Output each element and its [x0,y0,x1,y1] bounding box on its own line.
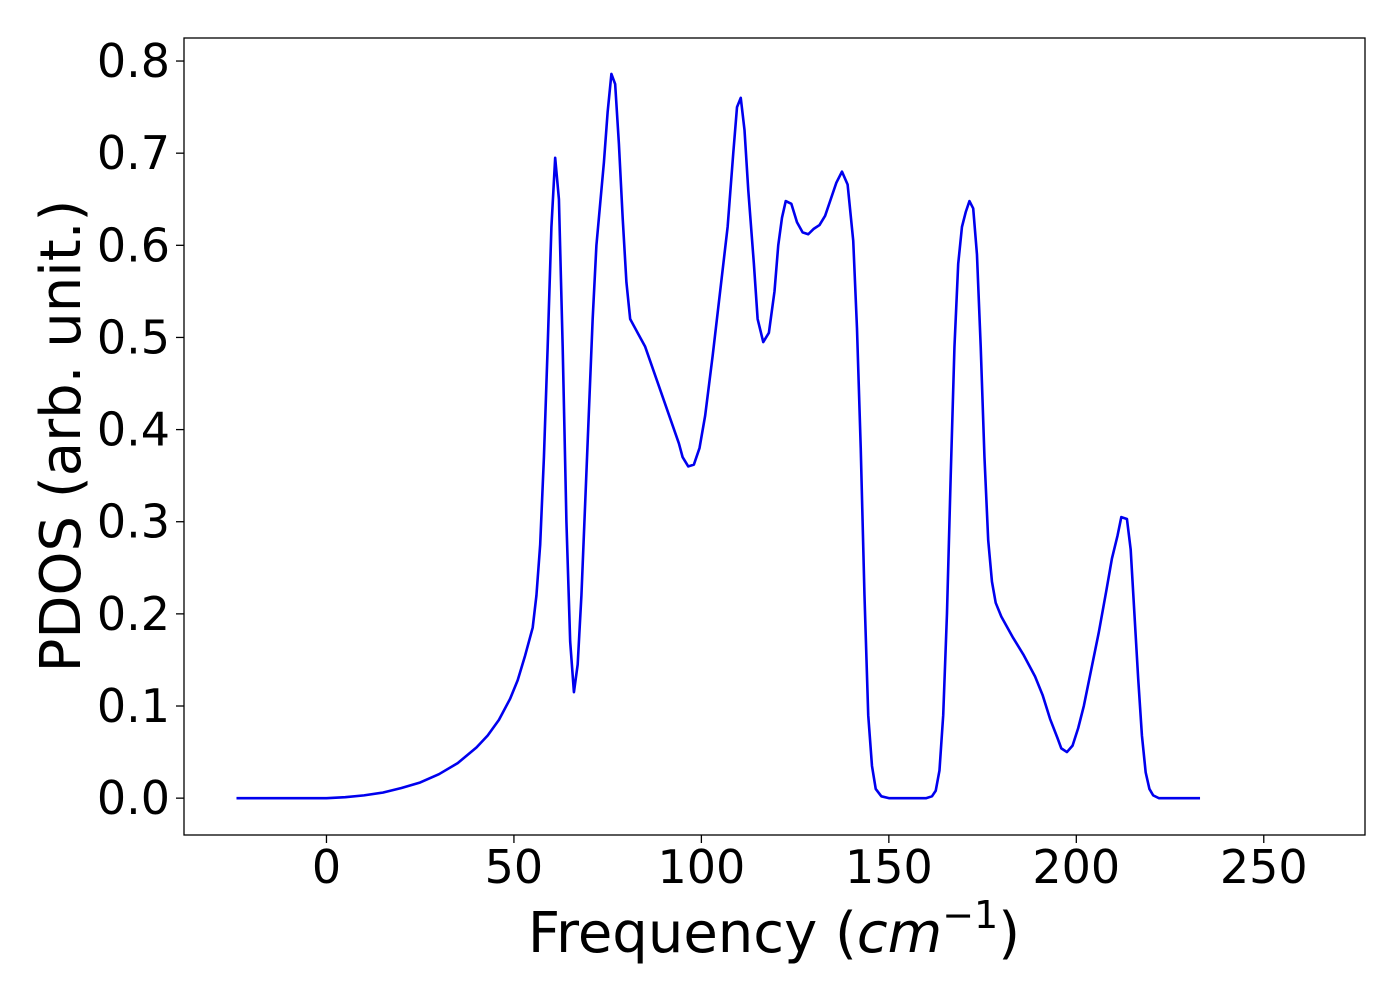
pdos-series-line [236,72,1201,800]
plot-area [236,72,1201,800]
x-axis: 0 50 100 150 200 250 [312,835,1308,894]
x-tick-label: 100 [657,840,745,894]
x-axis-label-math: cm [857,901,942,966]
x-axis-label-close: ) [998,901,1020,966]
y-axis: 0.0 0.1 0.2 0.3 0.4 0.5 0.6 0.7 0.8 [97,34,184,825]
x-axis-label: Frequency (cm−1) [528,893,1020,966]
y-tick-label: 0.3 [97,495,170,549]
x-tick-label: 50 [485,840,544,894]
x-tick-label: 0 [312,840,341,894]
y-tick-label: 0.5 [97,310,170,364]
y-tick-label: 0.2 [97,587,170,641]
y-tick-label: 0.0 [97,771,170,825]
y-tick-label: 0.4 [97,403,170,457]
y-tick-label: 0.6 [97,218,170,272]
y-tick-label: 0.8 [97,34,170,88]
x-tick-label: 250 [1220,840,1308,894]
y-tick-label: 0.1 [97,679,170,733]
x-axis-label-superscript: −1 [942,893,998,937]
x-axis-label-text: Frequency ( [528,901,857,966]
y-tick-label: 0.7 [97,126,170,180]
y-axis-label: PDOS (arb. unit.) [29,200,94,673]
x-tick-label: 200 [1032,840,1120,894]
x-tick-label: 150 [845,840,933,894]
plot-frame [183,37,1366,836]
